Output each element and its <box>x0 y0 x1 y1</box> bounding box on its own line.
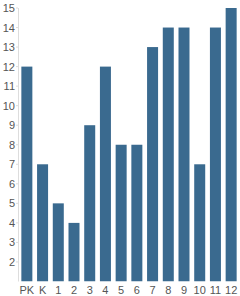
x-tick-label: 10 <box>194 284 206 296</box>
y-tick <box>16 27 18 28</box>
y-tick <box>16 66 18 67</box>
y-tick-label: 6 <box>9 178 15 190</box>
y-axis-line <box>18 8 19 282</box>
chart-container: 23456789101112131415PKK123456789101112 <box>0 0 240 296</box>
y-tick-label: 13 <box>3 41 15 53</box>
y-tick-label: 7 <box>9 158 15 170</box>
bar <box>69 223 80 282</box>
bars <box>21 8 236 282</box>
y-tick <box>16 105 18 106</box>
y-tick-label: 15 <box>3 2 15 14</box>
x-tick-label: 5 <box>118 284 124 296</box>
bar <box>147 47 158 281</box>
y-tick-label: 8 <box>9 139 15 151</box>
x-tick-label: 6 <box>134 284 140 296</box>
y-tick <box>16 203 18 204</box>
bar <box>116 145 127 282</box>
y-tick-label: 4 <box>9 217 15 229</box>
y-tick-label: 11 <box>4 80 15 92</box>
y-tick <box>16 144 18 145</box>
x-tick-label: PK <box>20 284 35 296</box>
bar <box>37 164 48 281</box>
x-tick-label: 8 <box>165 284 171 296</box>
y-tick <box>16 86 18 87</box>
bar <box>194 164 205 281</box>
x-tick-label: 1 <box>55 284 61 296</box>
bar <box>100 67 111 282</box>
bar <box>53 203 64 281</box>
x-tick-label: 9 <box>181 284 187 296</box>
y-tick <box>16 222 18 223</box>
bar <box>131 145 142 282</box>
y-tick-label: 14 <box>3 22 15 34</box>
x-tick-label: K <box>39 284 47 296</box>
bar <box>226 8 237 282</box>
y-tick <box>16 8 18 9</box>
x-tick-label: 3 <box>87 284 93 296</box>
x-tick-label: 12 <box>225 284 237 296</box>
y-tick <box>16 47 18 48</box>
y-tick <box>16 125 18 126</box>
y-tick <box>16 261 18 262</box>
bar <box>163 28 174 282</box>
bar <box>84 125 95 281</box>
y-tick <box>16 183 18 184</box>
y-tick <box>16 164 18 165</box>
x-tick-label: 2 <box>71 284 77 296</box>
bar <box>179 28 190 282</box>
bar <box>21 67 32 282</box>
chart: 23456789101112131415PKK123456789101112 <box>0 0 240 296</box>
bar <box>210 28 221 282</box>
y-tick-label: 3 <box>9 236 15 248</box>
x-tick-label: 7 <box>150 284 156 296</box>
y-tick <box>16 242 18 243</box>
x-tick-label: 11 <box>210 284 221 296</box>
y-tick-label: 2 <box>9 256 15 268</box>
y-tick-label: 5 <box>9 197 15 209</box>
x-tick-label: 4 <box>102 284 108 296</box>
y-tick-label: 12 <box>3 61 15 73</box>
y-tick-label: 9 <box>9 119 15 131</box>
y-tick-label: 10 <box>3 100 15 112</box>
